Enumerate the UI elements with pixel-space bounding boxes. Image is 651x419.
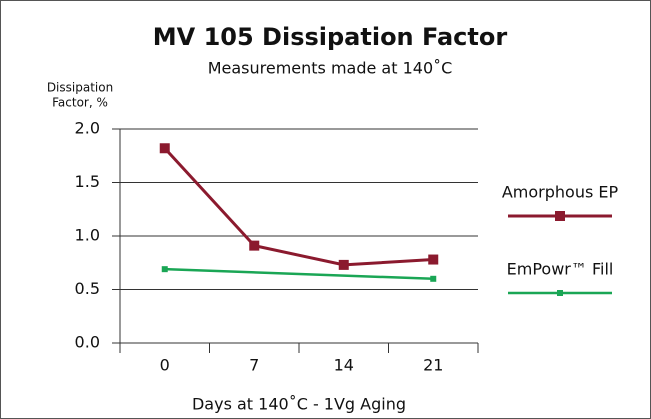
point-marker [428,254,439,265]
point-marker [159,143,170,154]
x-tick-label: 0 [160,356,170,375]
y-tick-label: 2.0 [75,119,100,138]
y-axis-label: Dissipation [47,81,113,95]
y-axis-label: Factor, % [52,96,108,110]
x-tick-label: 7 [249,356,259,375]
series-line [163,147,434,267]
legend-label: Amorphous EP [502,183,619,202]
y-tick-label: 1.5 [75,172,100,191]
x-tick-label: 21 [423,356,443,375]
legend-marker [555,211,565,221]
chart-title: MV 105 Dissipation Factor [153,23,508,51]
y-tick-label: 0.5 [75,279,100,298]
point-marker [249,240,260,251]
y-tick-label: 0.0 [75,333,100,352]
chart-subtitle: Measurements made at 140˚C [208,59,453,78]
x-axis-label: Days at 140˚C - 1Vg Aging [192,395,406,414]
point-marker [338,259,349,270]
legend-marker [557,290,563,296]
series-line [164,267,434,281]
y-tick-label: 1.0 [75,226,100,245]
legend-label: EmPowr™ Fill [507,260,614,279]
point-marker [430,275,437,282]
point-marker [161,266,168,273]
x-tick-label: 14 [334,356,354,375]
